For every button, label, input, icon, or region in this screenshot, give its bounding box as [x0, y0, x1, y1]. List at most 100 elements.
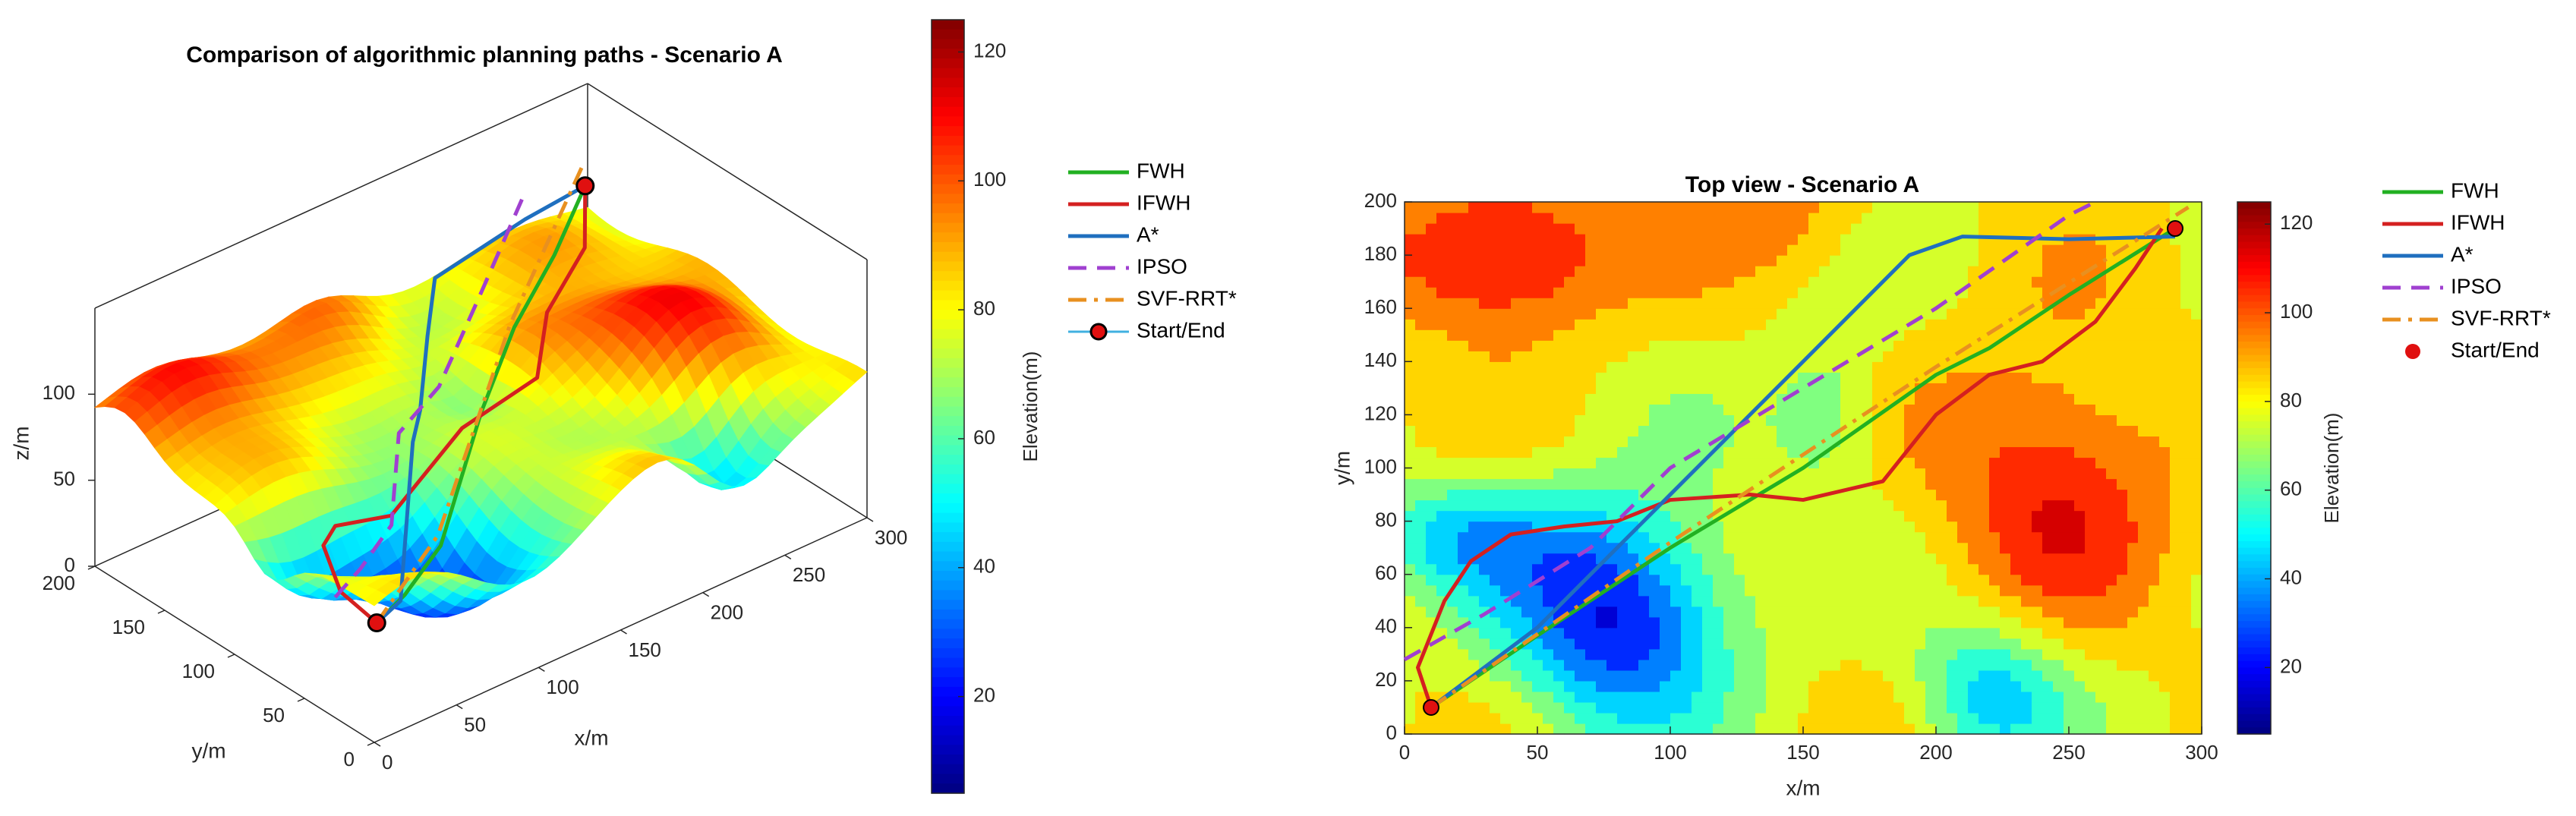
- colorbar-swatch: [932, 387, 964, 398]
- contour-cell: [2053, 563, 2064, 575]
- contour-cell: [1500, 244, 1512, 256]
- contour-cell: [1745, 223, 1756, 235]
- contour-cell: [1532, 659, 1543, 671]
- colorbar-swatch: [932, 755, 964, 765]
- contour-cell: [1936, 468, 1947, 480]
- contour-cell: [1702, 414, 1714, 427]
- y-tick-label: 150: [112, 616, 145, 638]
- contour-cell: [1872, 436, 1884, 448]
- contour-cell: [1723, 563, 1735, 575]
- contour-cell: [2021, 499, 2032, 512]
- colorbar-swatch: [932, 745, 964, 755]
- contour-cell: [1830, 372, 1841, 383]
- contour-cell: [1532, 701, 1543, 714]
- contour-cell: [1840, 584, 1852, 597]
- contour-cell: [1405, 436, 1416, 448]
- contour-cell: [1405, 606, 1416, 618]
- contour-cell: [1649, 308, 1660, 320]
- contour-cell: [2170, 340, 2181, 351]
- contour-cell: [1979, 638, 1990, 650]
- contour-cell: [1766, 414, 1777, 427]
- contour-cell: [1649, 266, 1660, 277]
- contour-cell: [1692, 425, 1703, 437]
- contour-cell: [1904, 478, 1915, 490]
- contour-cell: [1787, 542, 1799, 554]
- contour-cell: [1628, 383, 1639, 394]
- contour-cell: [2021, 574, 2032, 586]
- contour-cell: [2180, 659, 2192, 671]
- contour-cell: [1638, 234, 1650, 245]
- contour-cell: [1670, 521, 1682, 533]
- contour-cell: [1638, 648, 1650, 660]
- contour-cell: [1830, 244, 1841, 256]
- contour-cell: [1500, 287, 1512, 298]
- contour-cell: [1947, 489, 1958, 501]
- contour-cell: [2180, 446, 2192, 458]
- colorbar-swatch: [932, 203, 964, 214]
- contour-cell: [2095, 223, 2107, 235]
- contour-cell: [1893, 616, 1905, 629]
- contour-cell: [2085, 457, 2096, 469]
- contour-cell: [2159, 680, 2171, 692]
- contour-cell: [1564, 351, 1575, 362]
- contour-cell: [2021, 329, 2032, 341]
- contour-cell: [1947, 606, 1958, 618]
- contour-cell: [1606, 659, 1618, 671]
- contour-cell: [1500, 499, 1512, 512]
- contour-cell: [1638, 723, 1650, 735]
- contour-cell: [2032, 213, 2043, 224]
- contour-cell: [1904, 457, 1915, 469]
- contour-cell: [1787, 595, 1799, 607]
- contour-cell: [1713, 202, 1724, 213]
- contour-cell: [1723, 287, 1735, 298]
- contour-cell: [1479, 521, 1490, 533]
- contour-cell: [1925, 627, 1937, 639]
- contour-cell: [1500, 361, 1512, 373]
- contour-cell: [2064, 361, 2075, 373]
- contour-cell: [2095, 553, 2107, 565]
- contour-cell: [1670, 329, 1682, 341]
- colorbar-swatch: [932, 222, 964, 233]
- contour-cell: [1628, 669, 1639, 682]
- contour-cell: [1862, 202, 1873, 213]
- x-tick-label: 200: [711, 601, 743, 624]
- contour-cell: [1596, 574, 1607, 586]
- contour-cell: [1915, 701, 1926, 714]
- contour-cell: [1840, 542, 1852, 554]
- contour-cell: [2106, 383, 2117, 394]
- contour-cell: [2000, 436, 2011, 448]
- contour-cell: [1840, 531, 1852, 543]
- contour-cell: [1521, 308, 1533, 320]
- contour-cell: [2010, 510, 2022, 522]
- contour-cell: [2191, 563, 2202, 575]
- contour-cell: [1564, 489, 1575, 501]
- contour-cell: [2095, 404, 2107, 415]
- contour-cell: [1606, 244, 1618, 256]
- contour-cell: [1819, 404, 1830, 415]
- contour-cell: [1979, 659, 1990, 671]
- contour-cell: [1692, 712, 1703, 724]
- contour-cell: [2000, 223, 2011, 235]
- contour-cell: [1925, 638, 1937, 650]
- contour-cell: [1553, 553, 1565, 565]
- contour-cell: [1872, 234, 1884, 245]
- contour-cell: [1755, 298, 1767, 309]
- contour-cell: [2053, 574, 2064, 586]
- contour-cell: [1755, 712, 1767, 724]
- contour-cell: [2010, 669, 2022, 682]
- contour-cell: [2127, 659, 2139, 671]
- contour-cell: [1777, 255, 1788, 266]
- contour-cell: [1606, 361, 1618, 373]
- contour-cell: [1968, 638, 1979, 650]
- contour-cell: [1872, 446, 1884, 458]
- contour-cell: [2180, 478, 2192, 490]
- contour-cell: [2117, 298, 2128, 309]
- contour-cell: [1436, 457, 1448, 469]
- contour-cell: [1989, 457, 2001, 469]
- contour-cell: [2010, 563, 2022, 575]
- contour-cell: [1415, 436, 1427, 448]
- contour-cell: [2127, 468, 2139, 480]
- contour-cell: [1670, 287, 1682, 298]
- contour-cell: [1947, 319, 1958, 330]
- contour-cell: [1957, 510, 1969, 522]
